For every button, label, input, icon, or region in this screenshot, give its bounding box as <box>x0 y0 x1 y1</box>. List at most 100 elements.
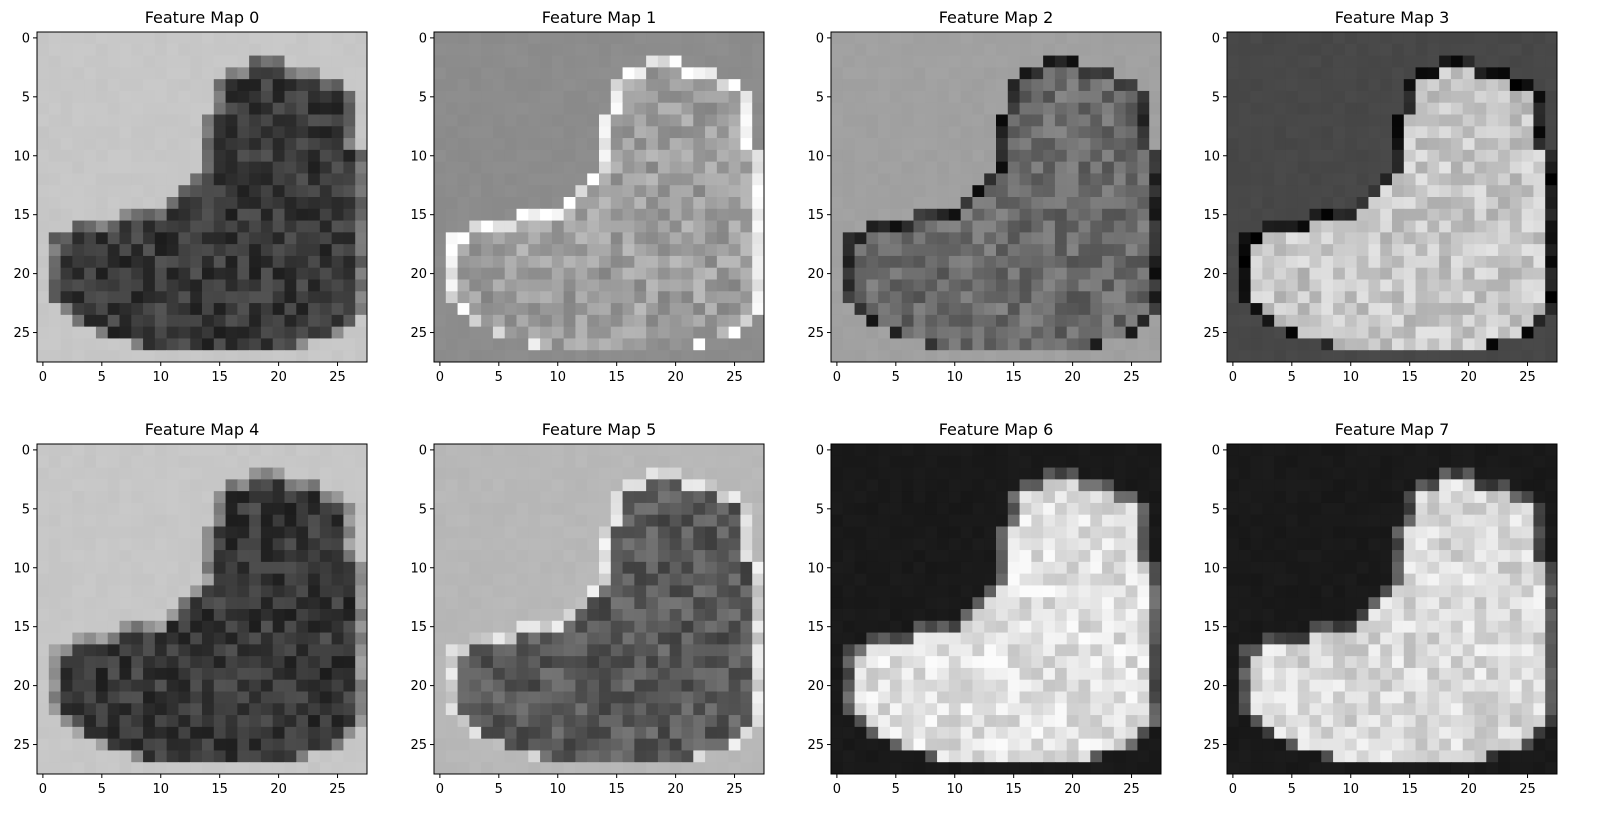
heatmap-cell <box>1310 91 1322 103</box>
heatmap-cell <box>1251 138 1263 150</box>
heatmap-cell <box>949 291 961 303</box>
heatmap-cell <box>505 479 517 491</box>
heatmap-cell <box>273 750 285 762</box>
heatmap-cell <box>658 491 670 503</box>
heatmap-cell <box>237 67 249 79</box>
heatmap-cell <box>634 727 646 739</box>
heatmap-cell <box>434 727 446 739</box>
heatmap-cell <box>717 256 729 268</box>
heatmap-cell <box>131 750 143 762</box>
heatmap-cell <box>575 150 587 162</box>
heatmap-cell <box>693 644 705 656</box>
x-tick-label: 25 <box>329 782 346 797</box>
heatmap-cell <box>634 538 646 550</box>
heatmap-cell <box>587 692 599 704</box>
heatmap-cell <box>937 350 949 362</box>
heatmap-cell <box>1137 56 1149 68</box>
heatmap-cell <box>458 727 470 739</box>
heatmap-cell <box>646 527 658 539</box>
heatmap-cell <box>1043 209 1055 221</box>
heatmap-cell <box>682 491 694 503</box>
heatmap-cell <box>611 115 623 127</box>
heatmap-cell <box>1102 256 1114 268</box>
heatmap-cell <box>1380 256 1392 268</box>
heatmap-cell <box>167 491 179 503</box>
heatmap-cell <box>332 115 344 127</box>
heatmap-cell <box>214 91 226 103</box>
heatmap-cell <box>343 162 355 174</box>
heatmap-cell <box>1239 185 1251 197</box>
heatmap-cell <box>752 444 764 456</box>
heatmap-cell <box>214 585 226 597</box>
heatmap-cell <box>72 185 84 197</box>
heatmap-cell <box>249 727 261 739</box>
heatmap-cell <box>355 79 367 91</box>
heatmap-cell <box>332 621 344 633</box>
heatmap-cell <box>552 456 564 468</box>
heatmap-cell <box>481 515 493 527</box>
heatmap-cell <box>308 456 320 468</box>
heatmap-cell <box>682 456 694 468</box>
heatmap-cell <box>226 244 238 256</box>
heatmap-cell <box>693 479 705 491</box>
heatmap-cell <box>178 173 190 185</box>
heatmap-cell <box>458 715 470 727</box>
heatmap-cell <box>1392 115 1404 127</box>
heatmap-cell <box>658 232 670 244</box>
heatmap-cell <box>96 715 108 727</box>
heatmap-cell <box>914 150 926 162</box>
heatmap-cell <box>1090 126 1102 138</box>
heatmap-cell <box>469 268 481 280</box>
heatmap-cell <box>1043 150 1055 162</box>
heatmap-cell <box>332 739 344 751</box>
heatmap-cell <box>914 209 926 221</box>
y-tick-label: 0 <box>419 31 427 46</box>
heatmap-cell <box>1416 126 1428 138</box>
heatmap-cell <box>108 585 120 597</box>
heatmap-cell <box>937 67 949 79</box>
heatmap-cell <box>646 597 658 609</box>
heatmap-cell <box>634 703 646 715</box>
heatmap-cell <box>1463 162 1475 174</box>
heatmap-cell <box>517 762 529 774</box>
heatmap-cell <box>1368 79 1380 91</box>
heatmap-cell <box>670 550 682 562</box>
heatmap-cell <box>355 44 367 56</box>
heatmap-cell <box>705 656 717 668</box>
heatmap-cell <box>1079 268 1091 280</box>
heatmap-cell <box>717 668 729 680</box>
heatmap-cell <box>108 550 120 562</box>
heatmap-cell <box>143 209 155 221</box>
heatmap-cell <box>658 56 670 68</box>
heatmap-cell <box>658 503 670 515</box>
heatmap-cell <box>949 350 961 362</box>
heatmap-cell <box>623 268 635 280</box>
heatmap-cell <box>190 644 202 656</box>
heatmap-cell <box>273 185 285 197</box>
heatmap-cell <box>61 491 73 503</box>
heatmap-cell <box>831 126 843 138</box>
heatmap-cell <box>355 268 367 280</box>
y-tick-label: 25 <box>410 738 427 753</box>
heatmap-cell <box>214 468 226 480</box>
heatmap-cell <box>914 67 926 79</box>
heatmap-cell <box>729 197 741 209</box>
heatmap-cell <box>355 703 367 715</box>
heatmap-cell <box>1486 79 1498 91</box>
heatmap-cell <box>949 162 961 174</box>
heatmap-cell <box>446 680 458 692</box>
heatmap-cell <box>1416 44 1428 56</box>
heatmap-cell <box>355 562 367 574</box>
heatmap-cell <box>226 538 238 550</box>
heatmap-cell <box>469 644 481 656</box>
heatmap-cell <box>599 644 611 656</box>
heatmap-cell <box>1510 244 1522 256</box>
heatmap-cell <box>623 327 635 339</box>
heatmap-cell <box>717 491 729 503</box>
heatmap-cell <box>1055 256 1067 268</box>
heatmap-cell <box>1404 67 1416 79</box>
heatmap-cell <box>1031 79 1043 91</box>
heatmap-cell <box>646 67 658 79</box>
heatmap-cell <box>249 527 261 539</box>
heatmap-cell <box>1031 444 1043 456</box>
